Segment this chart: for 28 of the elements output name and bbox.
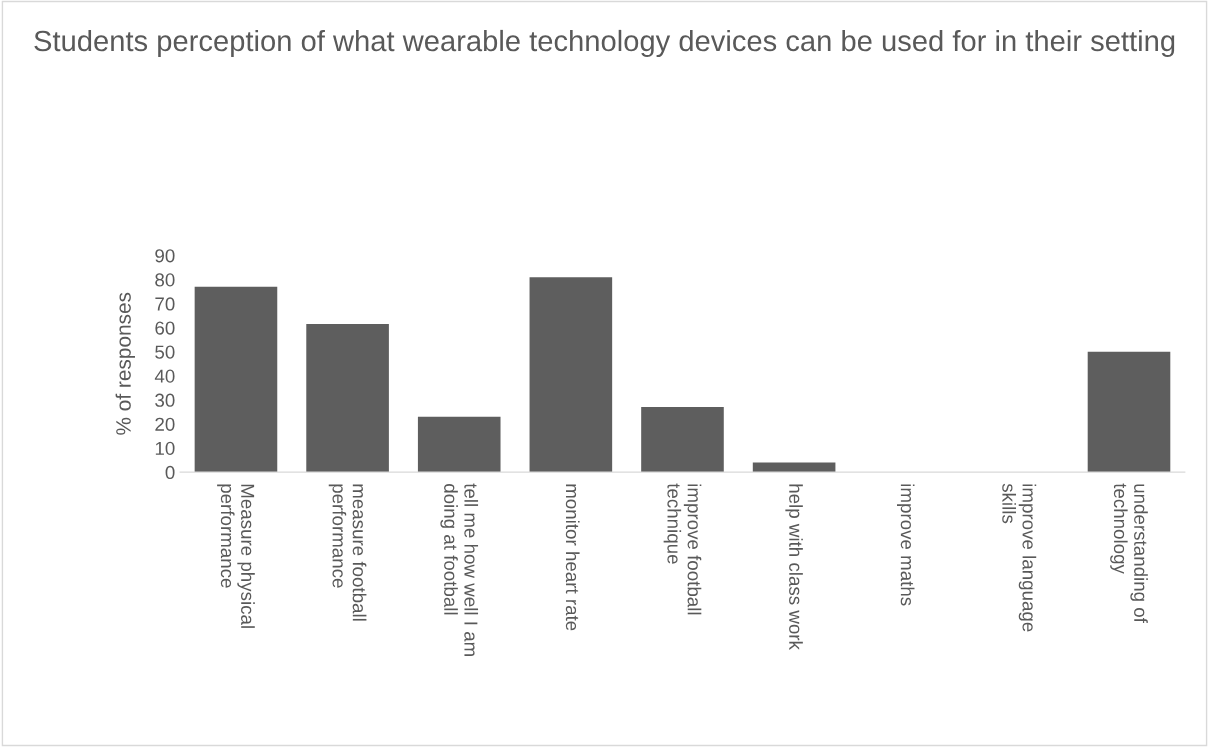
y-tick-label: 30 [155, 393, 175, 407]
y-tick-label: 20 [155, 417, 175, 431]
bar [194, 286, 278, 473]
bar [752, 462, 836, 473]
bar [1087, 351, 1171, 473]
bar [417, 416, 501, 473]
bar [529, 277, 613, 473]
y-tick-label: 0 [165, 465, 175, 480]
x-tick-label: Measure physical performance [217, 484, 255, 628]
bar [306, 324, 389, 473]
x-tick-label: monitor heart rate [565, 484, 580, 631]
x-tick-label: measure football performance [328, 484, 367, 621]
y-axis-title: % of responses [115, 292, 135, 435]
x-tick-label: improve football technique [663, 483, 702, 615]
y-tick-label: 50 [155, 345, 175, 359]
y-tick-label: 10 [155, 441, 175, 456]
y-tick-label: 80 [155, 273, 175, 287]
x-tick-label: tell me how well I am doing at football [440, 483, 479, 656]
x-tick-label: improve maths [897, 484, 915, 606]
y-tick-label: 90 [155, 249, 175, 263]
y-tick-label: 70 [155, 297, 175, 311]
x-tick-label: improve language skills [1002, 483, 1037, 632]
y-tick-label: 60 [155, 321, 175, 335]
y-tick-label: 40 [154, 369, 175, 383]
chart-title: Students perception of what wearable technology devices can be used for in their setting [34, 29, 1175, 58]
bar [641, 407, 724, 473]
x-tick-label: help with class work [785, 484, 803, 650]
x-tick-label: understanding of technology [1110, 483, 1148, 623]
